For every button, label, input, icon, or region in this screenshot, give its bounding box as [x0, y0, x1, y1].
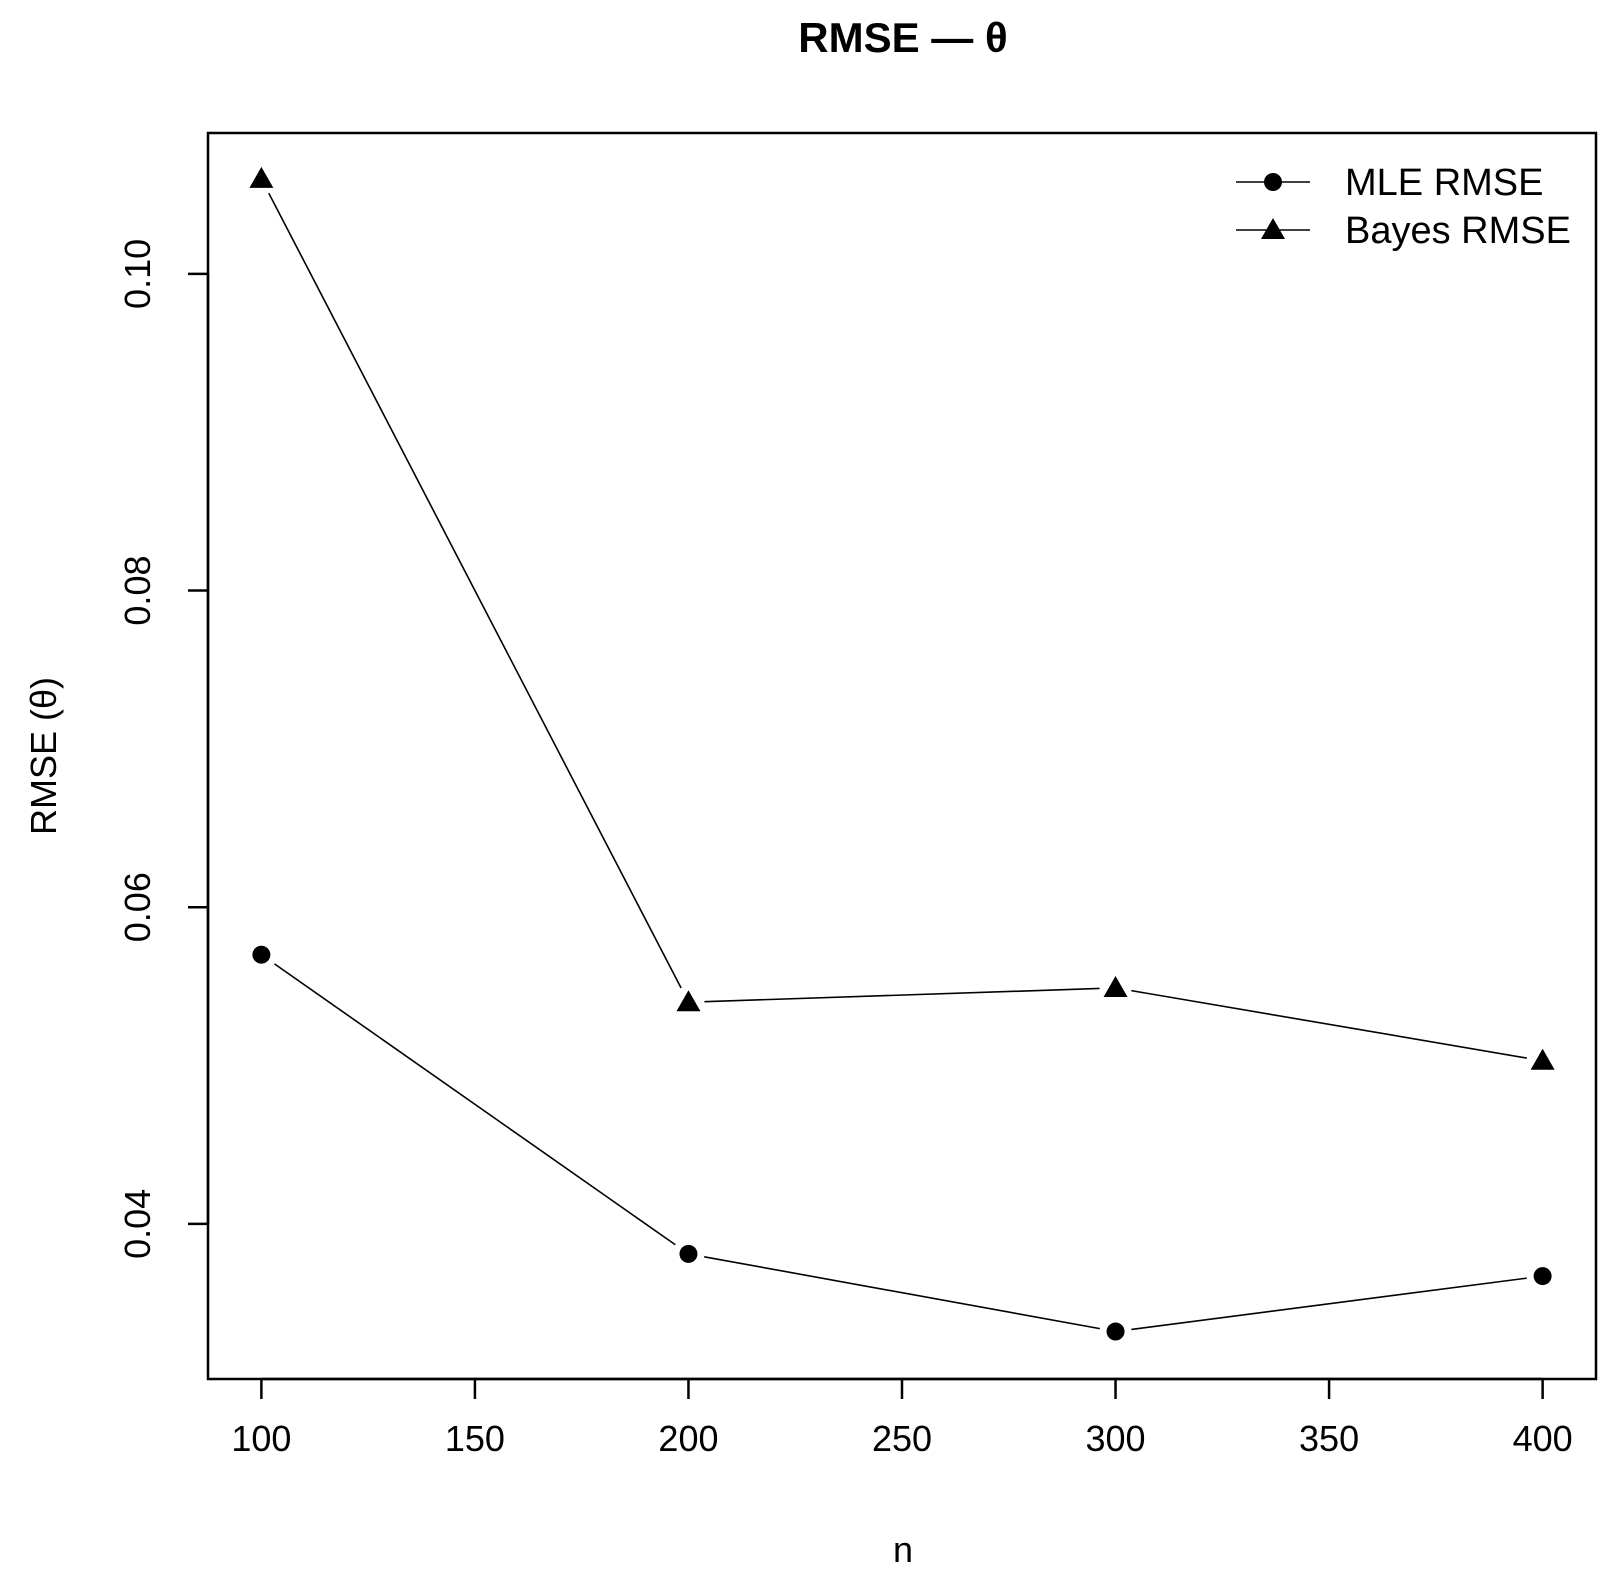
series-line-segment — [1131, 989, 1527, 1059]
x-tick-label: 250 — [872, 1418, 932, 1459]
legend-marker — [1264, 173, 1282, 191]
plot-frame — [206, 131, 1598, 1381]
series-line-segment — [1131, 1277, 1527, 1331]
legend-marker — [1261, 218, 1285, 239]
x-tick-label: 200 — [658, 1418, 718, 1459]
data-point — [676, 990, 701, 1012]
data-point — [249, 166, 274, 188]
legend-item: MLE RMSE — [1236, 162, 1543, 204]
series-line-segment — [274, 963, 676, 1246]
legend-label: Bayes RMSE — [1345, 210, 1571, 252]
x-tick-label: 300 — [1085, 1418, 1145, 1459]
chart-title: RMSE — θ — [798, 14, 1007, 61]
data-point — [252, 945, 271, 964]
series-bayes — [249, 166, 1555, 1070]
data-point — [1106, 1322, 1125, 1341]
y-tick-label: 0.04 — [117, 1189, 158, 1259]
data-point — [1533, 1267, 1552, 1286]
y-tick-label: 0.06 — [117, 872, 158, 942]
series-line-segment — [268, 192, 682, 989]
x-tick-label: 400 — [1513, 1418, 1573, 1459]
y-tick-label: 0.08 — [117, 556, 158, 626]
series-layer — [249, 166, 1555, 1341]
series-mle — [252, 945, 1552, 1341]
data-point — [1103, 975, 1128, 997]
x-tick-label: 350 — [1299, 1418, 1359, 1459]
legend-item: Bayes RMSE — [1236, 210, 1571, 252]
y-axis-label: RMSE (θ) — [23, 677, 64, 835]
x-tick-label: 150 — [445, 1418, 505, 1459]
legend: MLE RMSE Bayes RMSE — [1236, 162, 1571, 252]
data-point — [1530, 1048, 1555, 1070]
x-axis-label: n — [893, 1529, 913, 1570]
y-axis: 0.04 0.06 0.08 0.10 — [117, 239, 210, 1259]
series-line-segment — [704, 1255, 1100, 1330]
legend-label: MLE RMSE — [1345, 162, 1543, 204]
series-line-segment — [704, 987, 1100, 1003]
data-point — [679, 1244, 698, 1263]
x-axis: 100 150 200 250 300 350 400 — [231, 1377, 1573, 1459]
y-tick-label: 0.10 — [117, 239, 158, 309]
x-tick-label: 100 — [231, 1418, 291, 1459]
